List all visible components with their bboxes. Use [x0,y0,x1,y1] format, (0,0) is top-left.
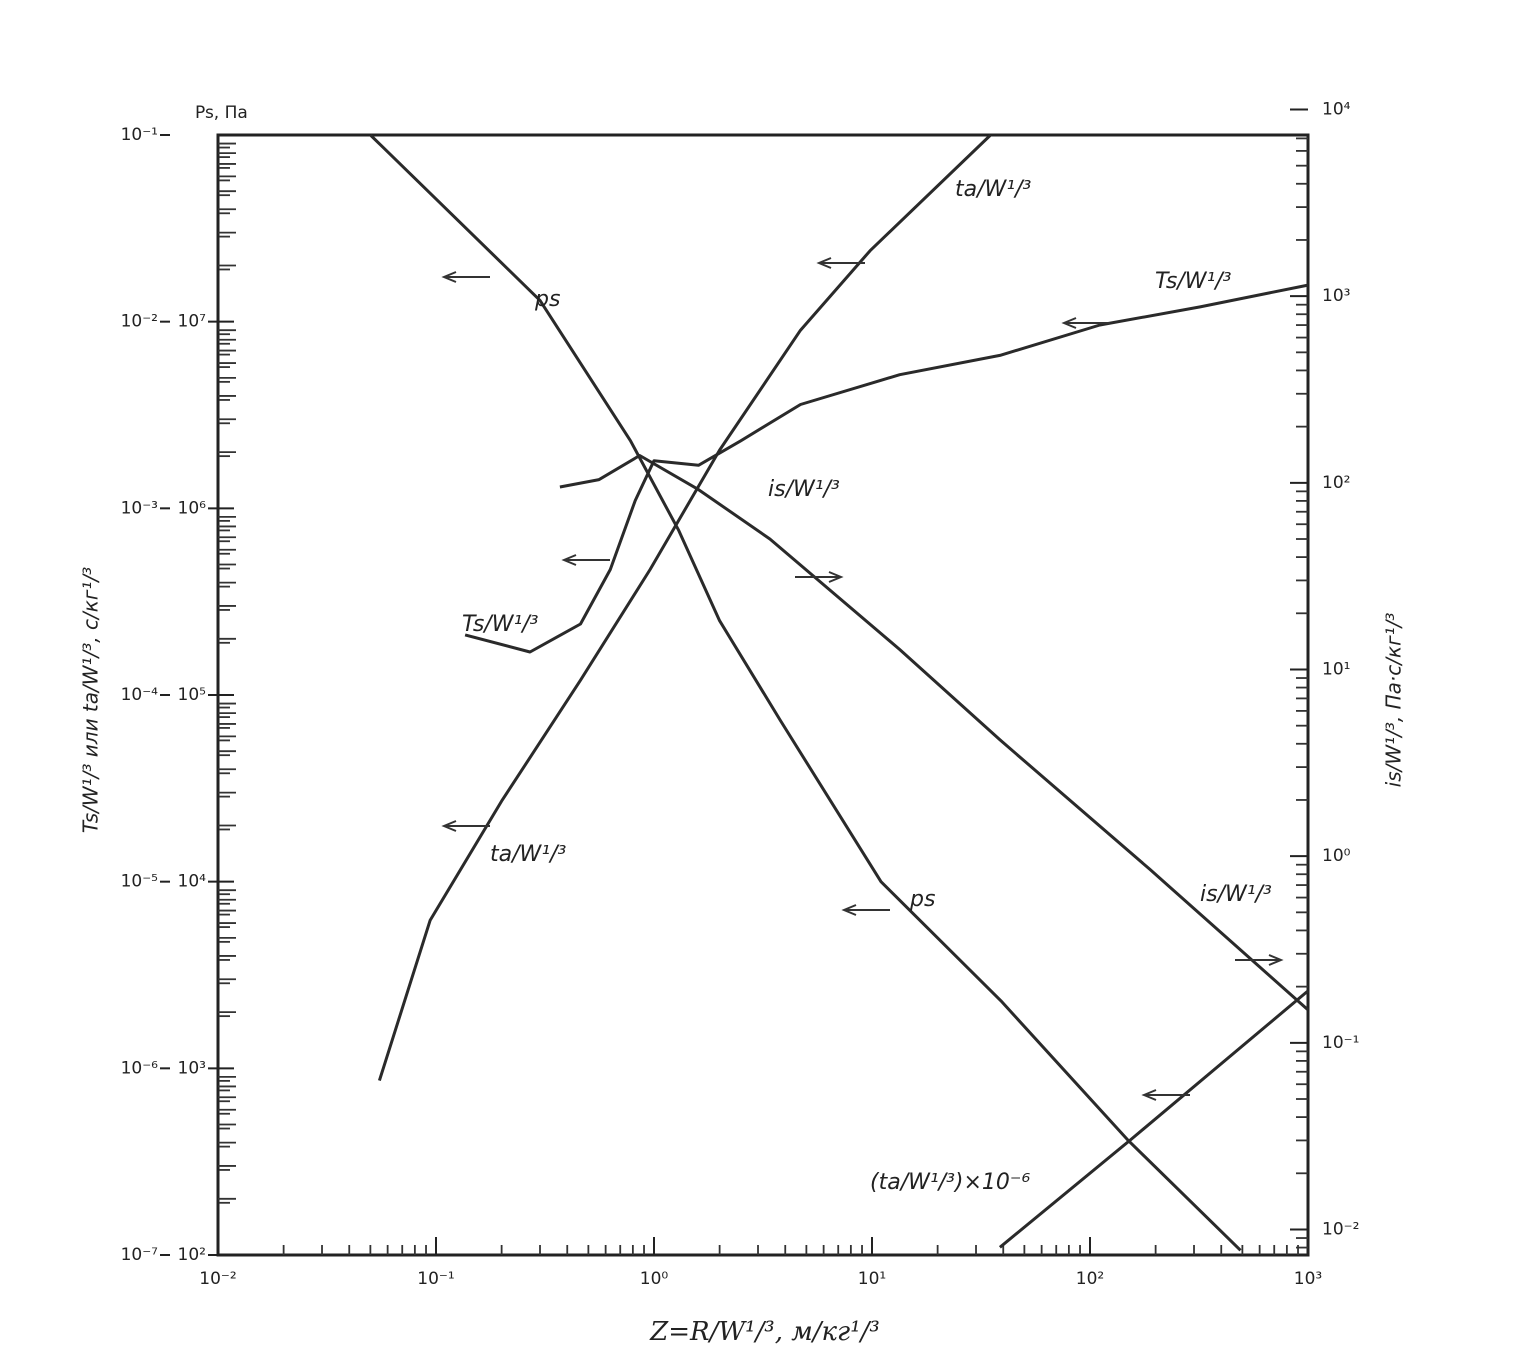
curve-label: ps [534,287,560,312]
y3-tick-label: 10⁻⁷ [121,1245,159,1265]
y-tick-label: 10⁷ [178,312,207,332]
y3-tick-label: 10⁻³ [121,498,158,518]
curve-label: Ts/W¹/³ [1155,269,1232,294]
y3-tick-label: 10⁻² [121,312,158,332]
axis-arrow [1061,317,1110,329]
x-tick-label: 10³ [1294,1269,1322,1289]
series-line [998,989,1309,1249]
plot-frame [216,133,1310,1257]
series-line [559,454,1309,1012]
curve-label: Ts/W¹/³ [462,612,539,637]
axis-arrow [1235,954,1284,966]
curve-label: ps [909,887,935,912]
y3-tick-label: 10⁻⁶ [121,1058,159,1078]
axis-arrow [795,571,844,583]
series-line [377,133,992,1082]
axis-arrow [441,271,490,283]
axis-arrow [841,904,890,916]
y2-tick-label: 10³ [1322,286,1350,306]
series-line [464,283,1309,654]
y2-tick-label: 10⁴ [1322,99,1351,119]
x-tick-label: 10⁻¹ [417,1269,454,1289]
y2-axis-label: is/W¹/³, Па·с/кг¹/³ [1382,613,1406,788]
y3-tick-label: 10⁻⁴ [121,685,159,705]
axis-arrow [441,820,490,832]
x-tick-label: 10¹ [858,1269,886,1289]
y-tick-label: 10⁵ [178,685,206,705]
y2-tick-label: 10⁻² [1322,1219,1359,1239]
x-tick-label: 10² [1076,1269,1104,1289]
y-axis-label: Ps, Па [195,103,248,123]
y3-tick-label: 10⁻¹ [121,125,158,145]
axis-arrow [816,257,865,269]
x-tick-label: 10⁰ [640,1269,669,1289]
curve-label: ta/W¹/³ [955,177,1032,202]
y2-tick-label: 10⁻¹ [1322,1033,1359,1053]
y2-tick-label: 10² [1322,473,1350,493]
y2-tick-label: 10¹ [1322,659,1350,679]
y3-tick-label: 10⁻⁵ [121,872,158,892]
curve-label: is/W¹/³ [1200,882,1272,907]
curve-label: (ta/W¹/³)×10⁻⁶ [870,1170,1031,1195]
x-axis-label: Z=R/W¹/³, м/кг¹/³ [649,1317,880,1347]
series-line [369,133,1242,1252]
y3-axis-label: Ts/W¹/³ или ta/W¹/³, с/кг¹/³ [79,567,103,833]
y-tick-label: 10⁴ [178,872,207,892]
y-tick-label: 10³ [178,1058,206,1078]
curve-label: is/W¹/³ [768,477,840,502]
y-tick-label: 10⁶ [178,498,207,518]
curve-label: ta/W¹/³ [490,842,567,867]
y-tick-label: 10² [178,1245,206,1265]
x-tick-label: 10⁻² [199,1269,236,1289]
axis-arrow [561,554,610,566]
y2-tick-label: 10⁰ [1322,846,1351,866]
axis-arrow [1141,1089,1190,1101]
